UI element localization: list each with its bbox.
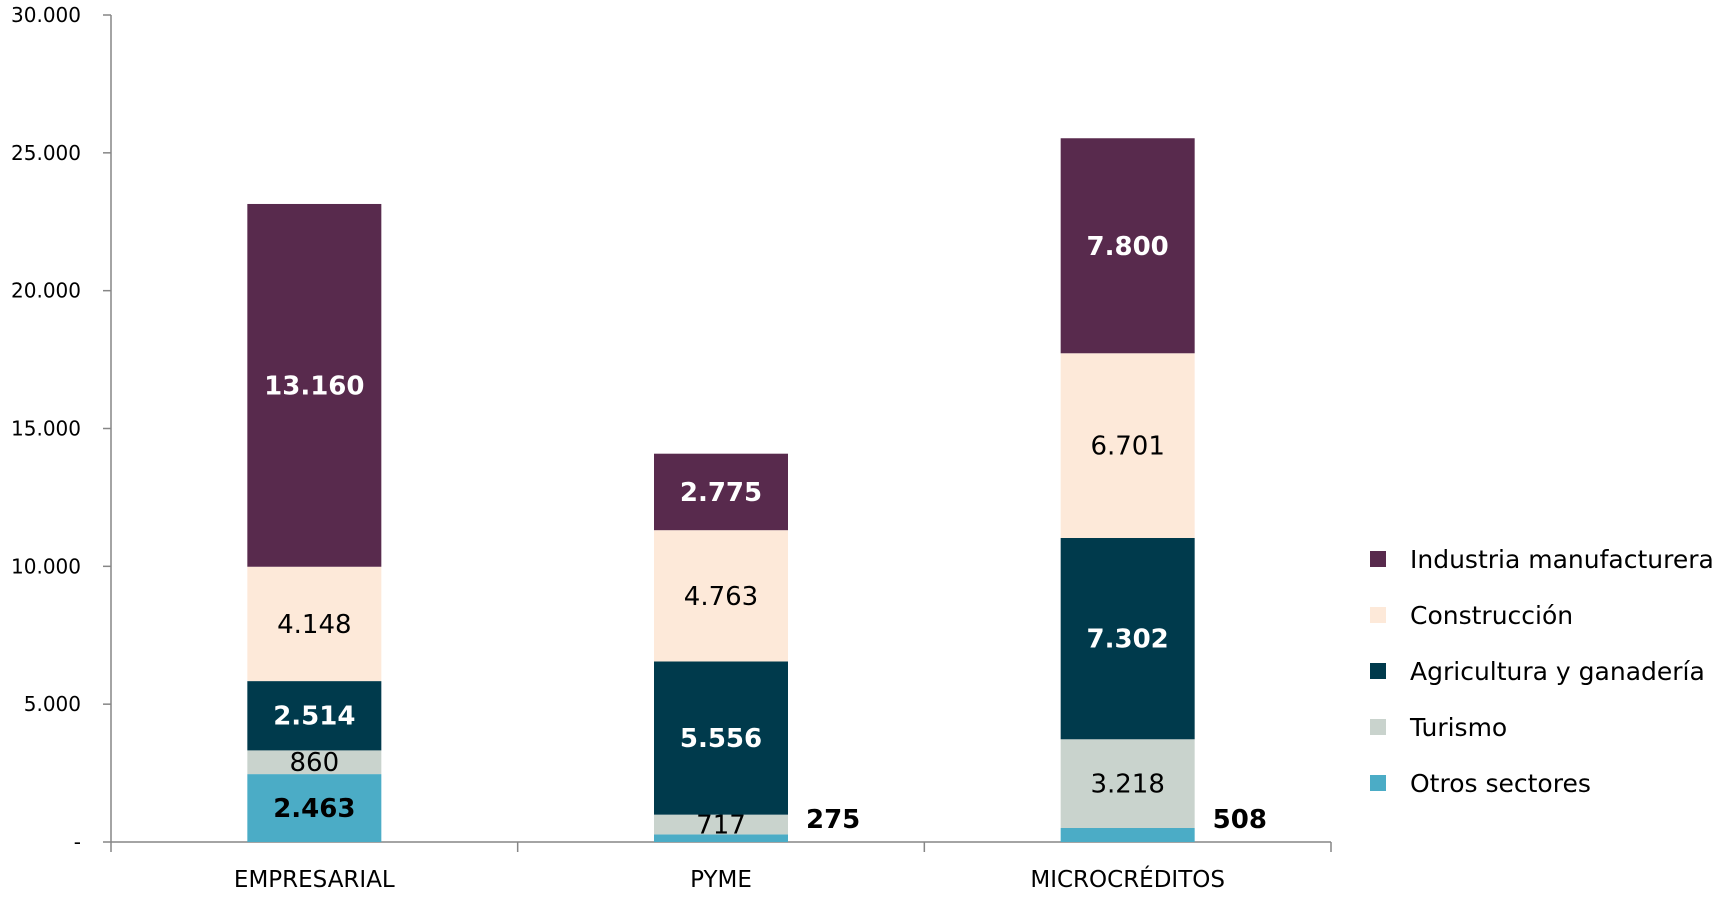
legend-swatch — [1370, 607, 1386, 623]
bar-segment — [654, 661, 788, 815]
data-label: 4.148 — [277, 610, 351, 640]
legend-label: Industria manufacturera — [1410, 545, 1714, 574]
legend-label: Construcción — [1410, 601, 1573, 630]
y-tick-label: 10.000 — [11, 554, 81, 578]
x-tick-label: MICROCRÉDITOS — [1030, 865, 1225, 892]
data-label: 275 — [806, 805, 860, 835]
legend-swatch — [1370, 551, 1386, 567]
y-tick-label: 30.000 — [11, 3, 81, 27]
bar-segment — [654, 814, 788, 835]
data-label: 2.463 — [273, 794, 355, 824]
bar-segment — [1060, 739, 1195, 828]
x-tick-label: EMPRESARIAL — [234, 867, 395, 892]
bar-segment — [654, 453, 788, 531]
bar-segment — [654, 530, 788, 662]
legend-label: Turismo — [1409, 713, 1507, 742]
data-label: 5.556 — [680, 724, 762, 754]
data-label: 508 — [1213, 805, 1267, 835]
data-label: 13.160 — [264, 371, 364, 401]
bar-segment — [247, 681, 382, 751]
data-label: 6.701 — [1090, 432, 1164, 462]
bar-segment — [247, 566, 382, 682]
bar-segment — [247, 774, 382, 842]
x-tick-label: PYME — [690, 867, 752, 892]
y-tick-label: 5.000 — [24, 692, 81, 716]
y-tick-label: 20.000 — [11, 279, 81, 303]
bar-segment — [247, 203, 382, 567]
bar-stack: 275 717 5.556 4.763 2.775 — [654, 453, 860, 842]
data-label: 717 — [696, 811, 746, 841]
legend-swatch — [1370, 719, 1386, 735]
bar-segment — [1060, 537, 1195, 740]
y-tick-label: - — [74, 830, 81, 854]
data-label: 2.775 — [680, 478, 762, 508]
data-label: 4.763 — [684, 582, 758, 612]
data-label: 3.218 — [1090, 770, 1164, 800]
bar-segment — [1060, 827, 1195, 842]
legend-swatch — [1370, 775, 1386, 791]
data-label: 7.800 — [1087, 232, 1169, 262]
y-tick-label: 25.000 — [11, 141, 81, 165]
bar-segment — [1060, 353, 1195, 538]
bar-segment — [1060, 138, 1195, 354]
bar-stack: 508 3.218 7.302 6.701 7.800 — [1060, 138, 1267, 842]
bar-segment — [247, 750, 382, 775]
data-label: 7.302 — [1087, 625, 1169, 655]
data-label: 2.514 — [273, 702, 355, 732]
data-label: 860 — [290, 748, 340, 778]
legend-label: Otros sectores — [1410, 769, 1591, 798]
bar-segment — [654, 834, 788, 842]
bar-stack: 2.463 860 2.514 4.148 13.160 — [247, 203, 382, 842]
legend-swatch — [1370, 663, 1386, 679]
legend-label: Agricultura y ganadería — [1410, 657, 1705, 686]
y-tick-label: 15.000 — [11, 417, 81, 441]
legend: Industria manufacturera Construcción Agric… — [1370, 545, 1714, 798]
